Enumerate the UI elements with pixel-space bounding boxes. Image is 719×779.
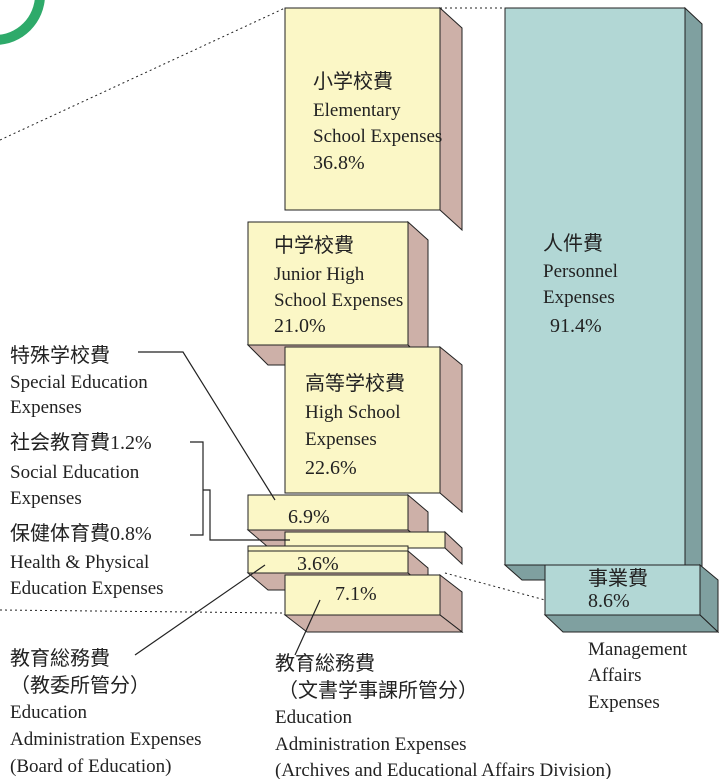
en: Personnel [543,261,618,282]
en: Education Expenses [10,578,164,599]
en: High School [305,402,401,423]
en: Expenses [305,429,377,450]
jp: 高等学校費 [305,372,405,395]
pct: 36.8% [313,152,365,174]
blocks [246,6,719,634]
pct: 22.6% [305,457,357,479]
jp: 事業費 [588,567,648,590]
jp: 社会教育費1.2% [10,431,152,454]
en: Expenses [543,287,615,308]
en: School Expenses [274,290,403,311]
labels: 特殊学校費 Special Education Expenses 社会教育費1.… [10,344,688,779]
pct: 21.0% [274,315,326,337]
jp: 教育総務費 [10,647,110,670]
en: Elementary [313,100,401,121]
jp: 中学校費 [274,234,354,257]
pct: 8.6% [588,590,630,612]
en: Management [588,639,688,660]
en: Administration Expenses [275,734,467,755]
jp: 人件費 [543,232,603,255]
pct: 7.1% [335,583,377,605]
en: Expenses [588,692,660,713]
en: Junior High [274,264,365,285]
pct: 6.9% [288,506,330,528]
en: Education [275,707,353,728]
pct: 3.6% [297,553,339,575]
en: (Archives and Educational Affairs Divisi… [275,760,611,779]
jp: 特殊学校費 [10,344,110,367]
connectors [134,351,321,656]
pct: 91.4% [550,315,602,337]
jp: 教育総務費 [275,652,375,675]
jp: 保健体育費0.8% [10,522,152,545]
en: Expenses [10,397,82,418]
en: Special Education [10,372,148,393]
en: Health & Physical [10,552,149,573]
en: Education [10,702,88,723]
en: Expenses [10,488,82,509]
en: Affairs [588,665,641,686]
en: (Board of Education) [10,756,171,777]
jp: 小学校費 [313,70,393,93]
en: Social Education [10,462,140,483]
block-text: 小学校費 Elementary School Expenses 36.8% 中学… [274,70,648,612]
decor [0,0,546,614]
en: School Expenses [313,126,442,147]
jp: （教委所管分） [10,674,150,697]
jp: （文書学事課所管分） [278,679,478,702]
en: Administration Expenses [10,729,202,750]
